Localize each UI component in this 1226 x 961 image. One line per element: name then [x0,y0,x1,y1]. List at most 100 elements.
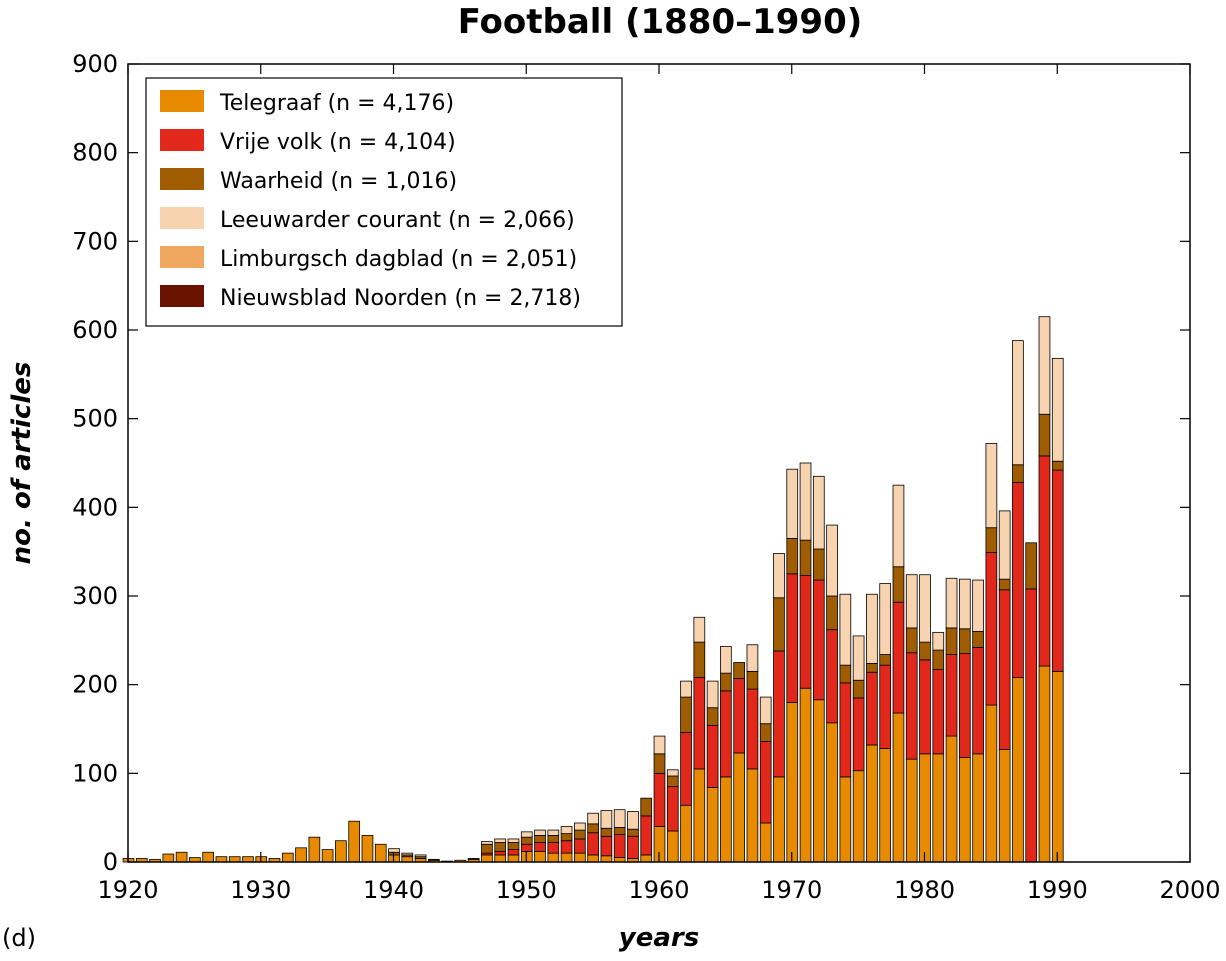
bar-segment-1959-s0 [640,854,653,863]
bar-segment-1952-s1 [547,842,560,854]
y-tick-label-300: 300 [72,582,118,610]
bar-segment-1973-s2 [826,595,838,631]
bar-segment-1967-s2 [746,670,759,690]
bar-segment-1987-s3 [1012,340,1024,466]
y-tick-label-800: 800 [72,139,118,167]
bar-segment-1953-s2 [560,833,573,842]
bar-segment-1956-s0 [600,855,613,863]
bar-segment-1990-s2 [1051,460,1064,471]
bar-segment-1952-s2 [547,835,560,843]
bar-segment-1947-s0 [481,854,493,863]
bar-segment-1990-s0 [1051,670,1064,863]
bar-segment-1982-s1 [945,654,958,737]
bar-segment-1957-s3 [613,809,626,828]
x-tick-label-1940: 1940 [363,876,424,904]
bar-segment-1982-s0 [945,735,958,863]
bar-segment-1970-s0 [786,702,799,863]
bar-segment-1981-s0 [932,753,945,863]
bar-segment-1974-s2 [839,664,852,684]
bar-segment-1974-s3 [839,593,852,666]
bar-segment-1981-s2 [932,649,945,671]
bar-segment-1973-s3 [826,524,838,597]
bar-segment-1968-s3 [759,696,772,725]
bar-segment-1955-s2 [587,823,599,834]
bar-segment-1948-s2 [494,842,507,852]
bar-segment-1923-s0 [162,853,175,863]
bar-segment-1956-s3 [600,810,613,829]
bar-segment-1986-s3 [998,510,1011,580]
bar-segment-1955-s3 [587,812,599,825]
bar-segment-1976-s3 [866,593,878,664]
bar-segment-1966-s2 [733,662,746,679]
legend-label-4: Limburgsch dagblad (n = 2,051) [220,247,577,272]
bar-segment-1958-s3 [627,811,639,830]
bar-segment-1969-s1 [773,650,785,778]
bar-segment-1948-s1 [494,850,507,856]
bar-segment-1947-s3 [481,841,493,845]
bar-segment-1926-s0 [202,851,215,863]
bar-segment-1988-s1 [1025,588,1038,863]
bar-segment-1936-s0 [335,840,347,863]
bar-segment-1980-s1 [919,659,931,755]
bar-segment-1986-s2 [998,578,1011,591]
bar-segment-1964-s0 [706,787,719,863]
bar-segment-1981-s1 [932,669,945,755]
bar-segment-1971-s1 [799,575,812,689]
bar-segment-1990-s1 [1051,469,1064,672]
bar-segment-1963-s0 [693,768,706,863]
x-tick-label-1930: 1930 [230,876,291,904]
bar-segment-1959-s1 [640,815,653,856]
bar-segment-1960-s3 [653,735,666,755]
bar-segment-1972-s2 [812,548,825,581]
bar-segment-1968-s1 [759,741,772,824]
bar-segment-1976-s2 [866,662,878,673]
bar-segment-1988-s2 [1025,542,1038,590]
bar-segment-1957-s2 [613,827,626,835]
y-tick-label-0: 0 [103,848,118,876]
chart-title: Football (1880–1990) [458,2,863,42]
bar-segment-1949-s1 [507,849,520,856]
bar-segment-1973-s1 [826,629,838,724]
bar-segment-1986-s0 [998,748,1011,863]
bar-segment-1956-s1 [600,835,613,857]
bar-segment-1977-s1 [879,664,892,749]
bar-segment-1985-s2 [985,527,998,553]
bar-segment-1984-s3 [972,579,984,632]
bar-segment-1987-s1 [1012,482,1024,678]
x-tick-label-1950: 1950 [496,876,557,904]
bar-segment-1958-s1 [627,835,639,859]
legend-label-1: Vrije volk (n = 4,104) [220,130,456,155]
bar-segment-1941-s0 [401,856,414,863]
bar-segment-1984-s1 [972,647,984,755]
bar-segment-1951-s1 [534,842,546,852]
bar-segment-1963-s2 [693,641,706,678]
y-tick-label-600: 600 [72,316,118,344]
bar-segment-1975-s3 [852,635,865,681]
bar-segment-1962-s3 [680,680,692,698]
bar-segment-1962-s1 [680,732,692,806]
bar-segment-1963-s3 [693,616,706,643]
legend-swatch-1 [160,129,204,151]
bar-segment-1977-s2 [879,654,892,666]
bar-segment-1964-s3 [706,680,719,709]
bar-segment-1971-s0 [799,687,812,863]
bar-segment-1948-s0 [494,854,507,863]
bar-segment-1966-s1 [733,678,746,754]
bar-segment-1961-s3 [666,769,679,777]
bar-segment-1954-s0 [574,852,586,863]
bar-segment-1960-s1 [653,772,666,827]
x-tick-label-1990: 1990 [1027,876,1088,904]
bar-segment-1940-s3 [388,848,400,853]
bar-segment-1965-s3 [720,646,732,674]
bar-segment-1956-s2 [600,827,613,837]
legend-label-2: Waarheid (n = 1,016) [220,169,457,194]
legend-swatch-0 [160,90,204,112]
bar-segment-1941-s3 [401,852,414,856]
y-tick-label-400: 400 [72,493,118,521]
bar-segment-1982-s2 [945,627,958,655]
bar-segment-1978-s1 [892,601,905,714]
bar-segment-1963-s1 [693,677,706,770]
legend-label-5: Nieuwsblad Noorden (n = 2,718) [220,286,581,311]
